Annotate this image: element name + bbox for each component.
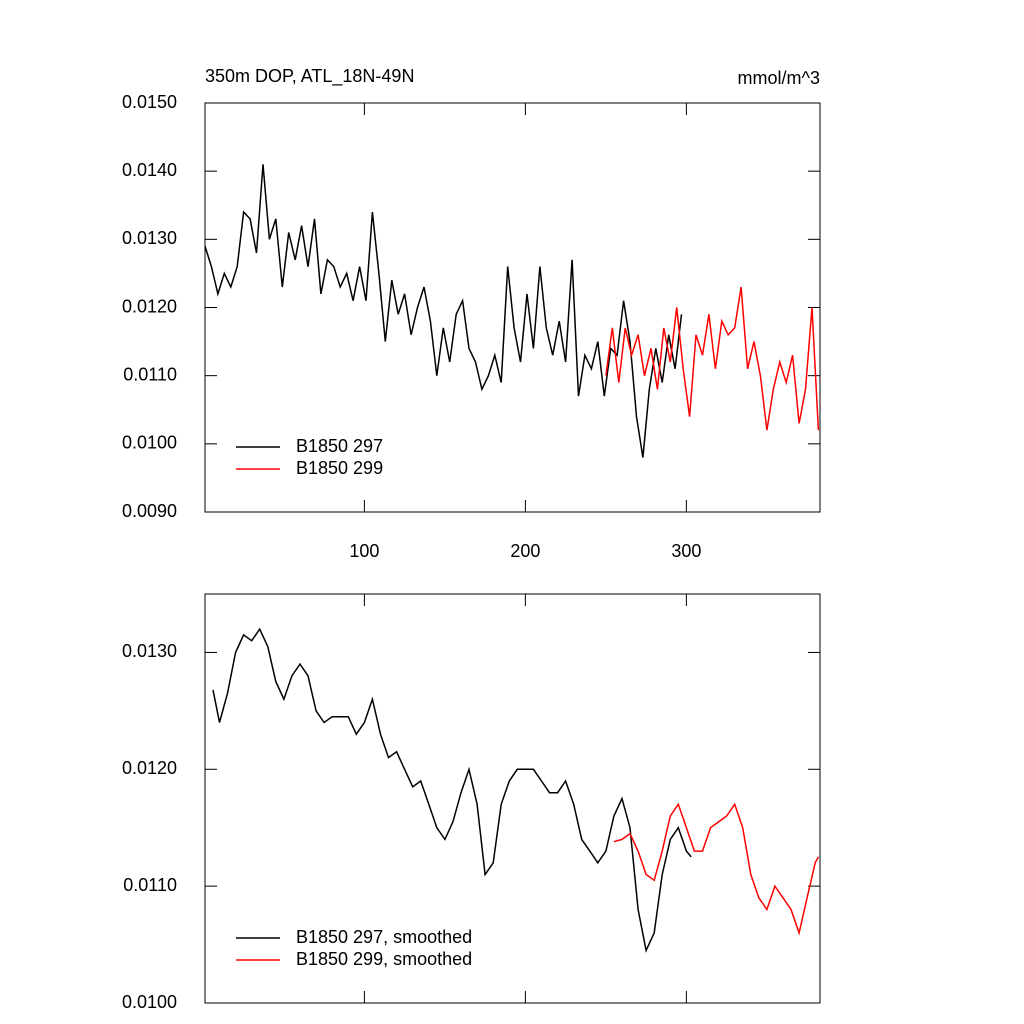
x-tick-label: 100: [349, 541, 379, 561]
legend-label: B1850 299, smoothed: [296, 949, 472, 969]
y-tick-label: 0.0130: [122, 228, 177, 248]
y-tick-label: 0.0090: [122, 501, 177, 521]
legend-label: B1850 299: [296, 458, 383, 478]
y-tick-label: 0.0140: [122, 160, 177, 180]
series-line: [212, 627, 692, 953]
units-label: mmol/m^3: [738, 68, 820, 88]
y-tick-label: 0.0100: [122, 992, 177, 1012]
series-line: [605, 286, 820, 431]
series-line: [613, 802, 820, 936]
plot-frame: [204, 593, 821, 1004]
y-tick-label: 0.0110: [123, 875, 177, 895]
y-tick-label: 0.0110: [123, 364, 177, 384]
y-tick-label: 0.0100: [122, 433, 177, 453]
y-tick-label: 0.0120: [122, 758, 177, 778]
y-tick-label: 0.0130: [122, 641, 177, 661]
series-line: [204, 164, 683, 458]
y-tick-label: 0.0120: [122, 296, 177, 316]
legend-label: B1850 297: [296, 436, 383, 456]
x-tick-label: 200: [510, 541, 540, 561]
x-tick-label: 300: [671, 541, 701, 561]
y-tick-label: 0.0150: [122, 92, 177, 112]
chart-title: 350m DOP, ATL_18N-49N: [205, 66, 414, 87]
legend-label: B1850 297, smoothed: [296, 927, 472, 947]
